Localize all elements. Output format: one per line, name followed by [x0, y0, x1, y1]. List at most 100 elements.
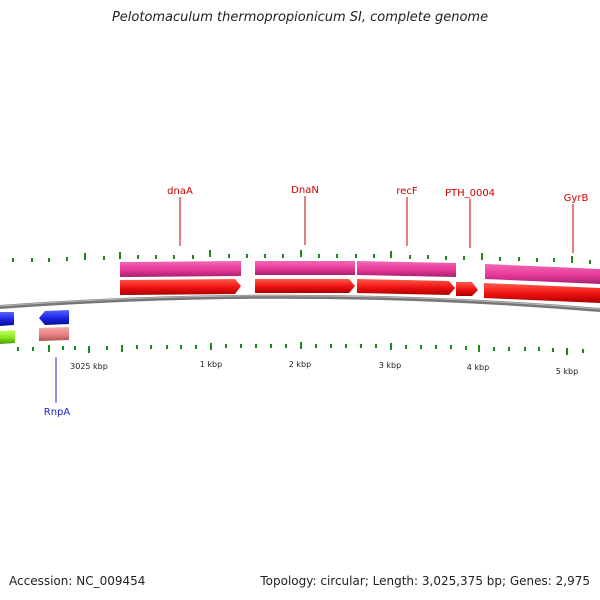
recF-gene: [357, 279, 455, 295]
inner-tick: [48, 345, 50, 352]
outer-tick: [66, 257, 68, 261]
scale-label: 4 kbp: [467, 363, 489, 372]
inner-tick: [210, 343, 212, 350]
inner-tick: [524, 347, 526, 351]
outer-tick: [173, 255, 175, 259]
inner-tick: [375, 344, 377, 348]
scale-label: 3 kbp: [379, 361, 401, 370]
inner-tick: [493, 347, 495, 351]
inner-tick: [32, 347, 34, 351]
outer-tick: [445, 256, 447, 260]
outer-feature: [357, 261, 456, 277]
inner-ticks: [17, 342, 584, 355]
inner-tick: [538, 347, 540, 351]
outer-feature: [255, 261, 355, 275]
outer-tick: [318, 254, 320, 258]
inner-tick: [420, 345, 422, 349]
outer-tick: [499, 257, 501, 261]
label-leaders: [179, 196, 574, 253]
gene-label-PTH_0004: PTH_0004: [445, 188, 495, 199]
genome-backbone: [0, 294, 600, 312]
genome-summary-text: Topology: circular; Length: 3,025,375 bp…: [260, 574, 590, 588]
genome-backbone-highlight: [0, 295, 600, 310]
outer-tick: [589, 260, 591, 264]
outer-ticks: [12, 250, 591, 264]
inner-tick: [270, 344, 272, 348]
inner-tick: [330, 344, 332, 348]
gene-label-DnaN: DnaN: [291, 185, 319, 196]
outer-tick: [31, 258, 33, 262]
outer-tick: [103, 256, 105, 260]
inner-tick: [255, 344, 257, 348]
inner-tick: [390, 343, 392, 350]
PTH_0004-gene: [456, 282, 478, 296]
gene-label-GyrB: GyrB: [564, 193, 589, 204]
inner-tick: [478, 345, 480, 352]
inner-feature-ring: [0, 310, 69, 344]
inner-tick: [300, 342, 302, 349]
reverse-cds: [0, 312, 14, 326]
outer-tick: [84, 253, 86, 260]
outer-tick: [48, 258, 50, 262]
inner-tick: [106, 346, 108, 350]
inner-tick: [435, 345, 437, 349]
outer-tick: [553, 258, 555, 262]
inner-tick: [582, 349, 584, 353]
misc-feature: [39, 327, 69, 341]
outer-tick: [373, 254, 375, 258]
outer-tick: [571, 256, 573, 263]
outer-feature: [485, 264, 600, 284]
scale-label: 2 kbp: [289, 360, 311, 369]
inner-tick: [121, 345, 123, 352]
outer-tick: [409, 255, 411, 259]
gene-label-recF: recF: [396, 186, 418, 197]
inner-tick: [360, 344, 362, 348]
inner-tick: [240, 344, 242, 348]
inner-tick: [566, 348, 568, 355]
gene-label-RnpA: RnpA: [44, 407, 71, 418]
outer-tick: [246, 254, 248, 258]
inner-tick: [225, 344, 227, 348]
outer-tick: [119, 252, 121, 259]
inner-tick: [180, 345, 182, 349]
inner-tick: [74, 346, 76, 350]
outer-tick: [137, 255, 139, 259]
outer-tick: [355, 254, 357, 258]
outer-tick: [264, 254, 266, 258]
inner-tick: [345, 344, 347, 348]
rna-feature: [0, 330, 15, 344]
inner-tick: [136, 345, 138, 349]
inner-tick: [450, 345, 452, 349]
outer-feature-ring: [120, 261, 600, 284]
outer-tick: [155, 255, 157, 259]
GyrB-gene: [484, 283, 600, 303]
outer-tick: [209, 250, 211, 257]
map-title: Pelotomaculum thermopropionicum SI, comp…: [111, 10, 489, 25]
inner-tick: [405, 345, 407, 349]
outer-feature: [120, 261, 241, 277]
outer-tick: [192, 255, 194, 259]
inner-tick: [150, 345, 152, 349]
outer-tick: [390, 251, 392, 258]
outer-tick: [12, 258, 14, 262]
inner-tick: [315, 344, 317, 348]
outer-tick: [427, 255, 429, 259]
inner-tick: [552, 348, 554, 352]
inner-tick: [166, 345, 168, 349]
scale-label: 3025 kbp: [70, 362, 108, 371]
outer-tick: [463, 256, 465, 260]
outer-tick: [282, 254, 284, 258]
scale-label: 5 kbp: [556, 367, 578, 376]
inner-tick: [17, 347, 19, 351]
outer-tick: [336, 254, 338, 258]
inner-tick: [62, 346, 64, 350]
accession-text: Accession: NC_009454: [9, 574, 146, 588]
forward-cds-ring: [120, 279, 600, 303]
outer-tick: [481, 253, 483, 260]
outer-tick: [536, 258, 538, 262]
outer-tick: [228, 254, 230, 258]
scale-label: 1 kbp: [200, 360, 222, 369]
inner-tick: [88, 346, 90, 353]
inner-tick: [285, 344, 287, 348]
